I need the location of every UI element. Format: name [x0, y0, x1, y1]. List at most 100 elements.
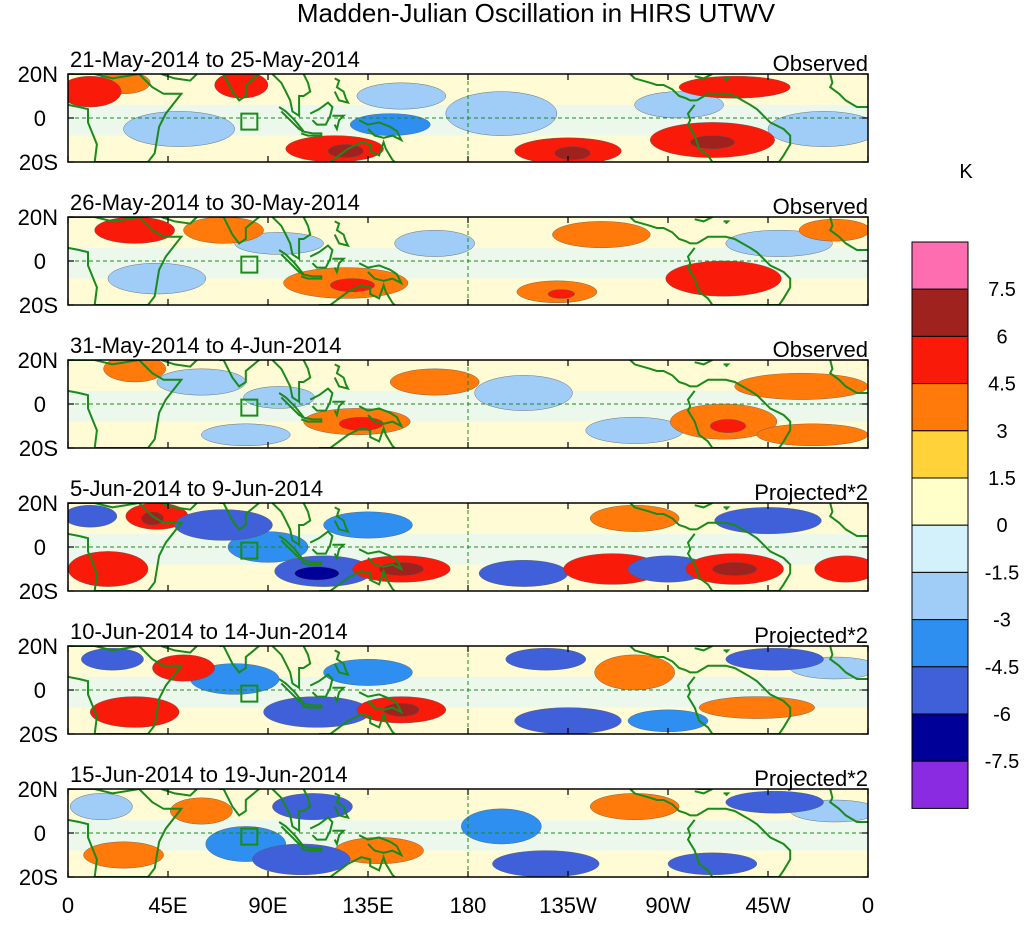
coastline	[309, 673, 334, 698]
y-tick-label: 20N	[18, 491, 58, 516]
coastline	[723, 506, 731, 511]
anomaly-cell	[756, 423, 868, 446]
anomaly-cell	[798, 219, 868, 242]
anomaly-cell	[492, 850, 600, 877]
colorbar-swatch	[911, 524, 969, 573]
y-tick-label: 20S	[19, 865, 58, 890]
y-tick-label: 20N	[18, 205, 58, 230]
coastline	[319, 568, 396, 591]
coastline	[358, 262, 404, 286]
region-box	[240, 112, 259, 131]
coastline	[828, 503, 868, 537]
anomaly-cell	[383, 703, 420, 717]
region-box	[240, 541, 259, 560]
panel-field	[68, 646, 868, 734]
colorbar-label: 6	[996, 326, 1007, 348]
coastline	[300, 130, 323, 137]
x-tick-label: 0	[862, 893, 874, 918]
x-tick-label: 135W	[539, 893, 597, 918]
panel-period: 21-May-2014 to 25-May-2014	[70, 47, 360, 72]
y-tick-label: 0	[34, 678, 46, 703]
anomaly-cell	[590, 505, 680, 532]
coastline	[723, 363, 731, 368]
anomaly-cell	[68, 505, 118, 528]
anomaly-cell	[174, 509, 273, 541]
anomaly-cell	[474, 375, 573, 411]
coastline	[358, 548, 404, 572]
anomaly-cell	[81, 648, 144, 671]
coastline	[686, 521, 792, 591]
panel-field	[68, 503, 868, 591]
coastline	[358, 834, 404, 858]
y-tick-label: 20S	[19, 722, 58, 747]
coastline	[828, 789, 868, 823]
panel-kind: Projected*2	[754, 766, 868, 791]
anomaly-cell	[263, 696, 371, 728]
coastline	[319, 425, 396, 448]
coastline	[629, 217, 697, 245]
panels-group: 20N 0 20S 21-May-2014 to 25-May-2014 Observe…	[18, 47, 869, 890]
coastline	[686, 235, 792, 305]
coastline	[219, 789, 260, 817]
coastline	[358, 691, 404, 715]
anomaly-cell	[505, 648, 586, 671]
coastline	[309, 816, 334, 841]
anomaly-cell	[201, 423, 291, 446]
colorbar-label: 4.5	[988, 374, 1016, 396]
coastline	[629, 360, 697, 388]
y-tick-label: 20S	[19, 293, 58, 318]
coastline	[333, 649, 350, 677]
panel-period: 5-Jun-2014 to 9-Jun-2014	[70, 476, 323, 501]
anomaly-cell	[183, 217, 264, 244]
anomaly-cell	[68, 551, 149, 587]
colorbar-legend: K 7.5 6 4.5 3 1.5 0 -1.5 -3 -4.5 -6 -7.5	[911, 161, 1019, 809]
anomaly-cell	[714, 507, 822, 534]
coastline	[271, 217, 312, 261]
anomaly-cell	[710, 419, 746, 433]
colorbar-label: 7.5	[988, 279, 1016, 301]
anomaly-cell	[243, 386, 315, 409]
anomaly-cell	[734, 373, 868, 400]
panel-period: 15-Jun-2014 to 19-Jun-2014	[70, 762, 348, 787]
anomaly-cell	[141, 511, 164, 526]
anomaly-cell	[594, 654, 675, 691]
panel-3: 20N 0 20S 31-May-2014 to 4-Jun-2014 Observed	[18, 333, 869, 461]
coastline	[219, 360, 260, 388]
panel-kind: Projected*2	[754, 623, 868, 648]
anomaly-cell	[330, 278, 375, 293]
colorbar-swatch	[911, 477, 969, 526]
panel-period: 26-May-2014 to 30-May-2014	[70, 190, 360, 215]
coastline	[694, 646, 713, 652]
region-box	[240, 398, 259, 417]
panel-period: 10-Jun-2014 to 14-Jun-2014	[70, 619, 348, 644]
anomaly-cell	[552, 221, 651, 249]
coastline	[694, 360, 713, 366]
anomaly-cell	[478, 560, 569, 587]
anomaly-cell	[123, 111, 235, 147]
coastline	[319, 139, 396, 162]
y-tick-label: 20N	[18, 777, 58, 802]
anomaly-cell	[445, 91, 558, 136]
anomaly-cell	[68, 76, 122, 108]
panel-field	[68, 217, 868, 305]
coastline	[309, 101, 334, 126]
colorbar-swatch	[911, 241, 969, 290]
anomaly-cell	[725, 791, 824, 814]
coastline	[300, 273, 323, 280]
anomaly-cell	[814, 555, 868, 583]
panel-field	[68, 74, 868, 162]
coastline	[219, 74, 260, 102]
colorbar-swatch	[911, 713, 969, 762]
anomaly-cell	[665, 260, 782, 297]
anomaly-cell	[83, 841, 164, 869]
panel-2: 20N 0 20S 26-May-2014 to 30-May-2014 Observe…	[18, 190, 869, 318]
chart-title: Madden-Julian Oscillation in HIRS UTWV	[297, 0, 776, 28]
x-tick-label: 135E	[342, 893, 393, 918]
anomaly-cell	[698, 696, 815, 719]
coastline	[333, 77, 350, 105]
coastline	[333, 220, 350, 248]
panel-field	[68, 360, 868, 448]
coastline	[694, 789, 713, 795]
